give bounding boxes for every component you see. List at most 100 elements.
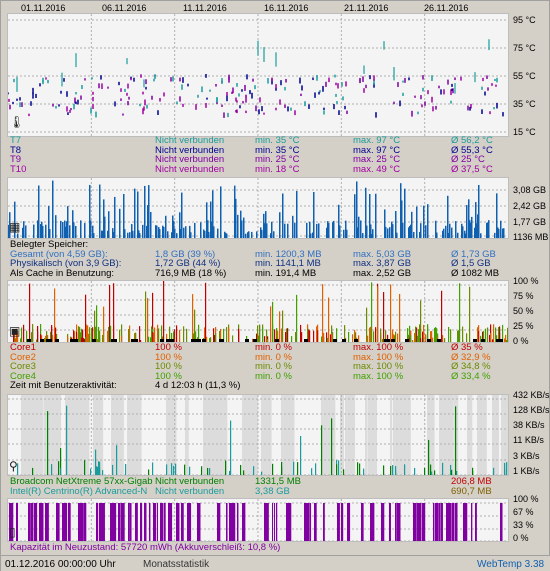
cpu-bar	[195, 331, 197, 342]
battery-graph[interactable]	[7, 498, 509, 542]
memory-bar	[354, 194, 356, 238]
cpu-bar	[258, 335, 260, 342]
activity-mark	[473, 339, 477, 342]
cpu-bar	[457, 338, 459, 342]
memory-bar	[112, 228, 114, 238]
memory-bar	[210, 201, 212, 238]
temperature-graph[interactable]	[7, 13, 509, 137]
memory-bar	[8, 224, 10, 238]
battery-bar	[197, 503, 199, 541]
network-bar	[431, 471, 433, 475]
axis-tick: 55 °C	[513, 71, 536, 81]
memory-bar	[162, 225, 164, 238]
memory-bar	[203, 229, 205, 238]
memory-graph[interactable]	[7, 177, 509, 239]
network-bar	[98, 461, 100, 475]
cpu-bar	[435, 327, 437, 342]
memory-bar	[486, 222, 488, 238]
memory-bar	[447, 195, 449, 238]
memory-bar	[72, 210, 74, 238]
cpu-bar	[358, 335, 360, 342]
cpu-graph[interactable]	[7, 280, 509, 343]
memory-bar	[464, 230, 466, 238]
memory-bar	[279, 212, 281, 238]
cpu-bar	[326, 332, 328, 342]
memory-bar	[313, 192, 315, 238]
battery-bar	[500, 503, 503, 541]
memory-bar	[165, 215, 167, 238]
cpu-bar	[92, 327, 94, 342]
memory-bar	[99, 184, 101, 238]
battery-bar	[272, 503, 274, 541]
battery-bar	[323, 503, 325, 541]
battery-bar	[381, 503, 385, 541]
axis-tick: 0 %	[513, 533, 529, 543]
memory-bar	[475, 202, 477, 238]
memory-bar	[37, 220, 39, 238]
memory-bar	[413, 231, 415, 238]
cpu-bar	[163, 281, 165, 342]
memory-bar	[385, 226, 387, 238]
cpu-axis: 100 % 75 % 50 % 25 % 0 %	[511, 276, 550, 346]
view-mode-label[interactable]: Monatsstatistik	[143, 559, 210, 570]
battery-bar	[136, 503, 138, 541]
graph-canvas	[8, 14, 508, 136]
network-bar	[272, 463, 274, 475]
cpu-bar	[81, 328, 83, 342]
memory-bar	[80, 220, 82, 238]
memory-bar	[226, 233, 228, 238]
date-label: 01.11.2016	[21, 3, 66, 13]
memory-bar	[41, 221, 43, 238]
idle-band	[467, 395, 473, 475]
battery-bar	[128, 503, 130, 541]
idle-band	[131, 395, 138, 475]
cpu-bar	[88, 333, 90, 342]
network-bar	[148, 469, 150, 475]
network-bar	[66, 405, 68, 475]
cpu-bar	[121, 324, 123, 342]
cpu-bar	[354, 329, 356, 342]
memory-bar	[442, 230, 444, 238]
memory-bar	[211, 221, 213, 238]
cpu-bar	[344, 325, 346, 342]
memory-bar	[33, 224, 35, 238]
memory-bar	[370, 224, 372, 238]
memory-bar	[179, 212, 181, 238]
cpu-bar	[215, 333, 217, 342]
memory-bar	[294, 222, 296, 238]
cpu-bar	[393, 334, 395, 342]
memory-bar	[103, 199, 105, 238]
cpu-bar	[441, 290, 443, 342]
battery-bar	[276, 503, 278, 541]
network-bar	[331, 418, 333, 475]
battery-bar	[169, 503, 172, 541]
cpu-bar	[336, 328, 338, 342]
memory-bar	[425, 225, 427, 238]
network-bar	[363, 468, 365, 475]
cpu-bar	[153, 332, 155, 342]
cpu-bar	[477, 327, 479, 342]
memory-bar	[404, 195, 406, 238]
battery-bar	[361, 503, 364, 541]
axis-tick: 128 KB/s	[513, 405, 550, 415]
memory-bar	[189, 225, 191, 238]
date-label: 11.11.2016	[183, 3, 227, 13]
network-graph[interactable]	[7, 394, 509, 476]
app-version-link[interactable]: WebTemp 3.38	[477, 559, 545, 570]
idle-band	[261, 395, 272, 475]
battery-bar	[118, 503, 121, 541]
memory-bar	[45, 225, 47, 238]
cpu-bar	[313, 330, 315, 342]
memory-bar	[243, 217, 245, 238]
memory-bar	[387, 228, 389, 238]
cpu-bar	[176, 325, 178, 342]
memory-bar	[375, 193, 377, 238]
cpu-bar	[198, 324, 200, 342]
memory-bar	[360, 230, 362, 238]
memory-bar	[474, 227, 476, 238]
memory-bar	[445, 225, 447, 238]
battery-bar	[372, 503, 375, 541]
battery-bar	[62, 503, 65, 541]
cpu-bar	[220, 328, 222, 342]
cpu-bar	[282, 310, 284, 342]
